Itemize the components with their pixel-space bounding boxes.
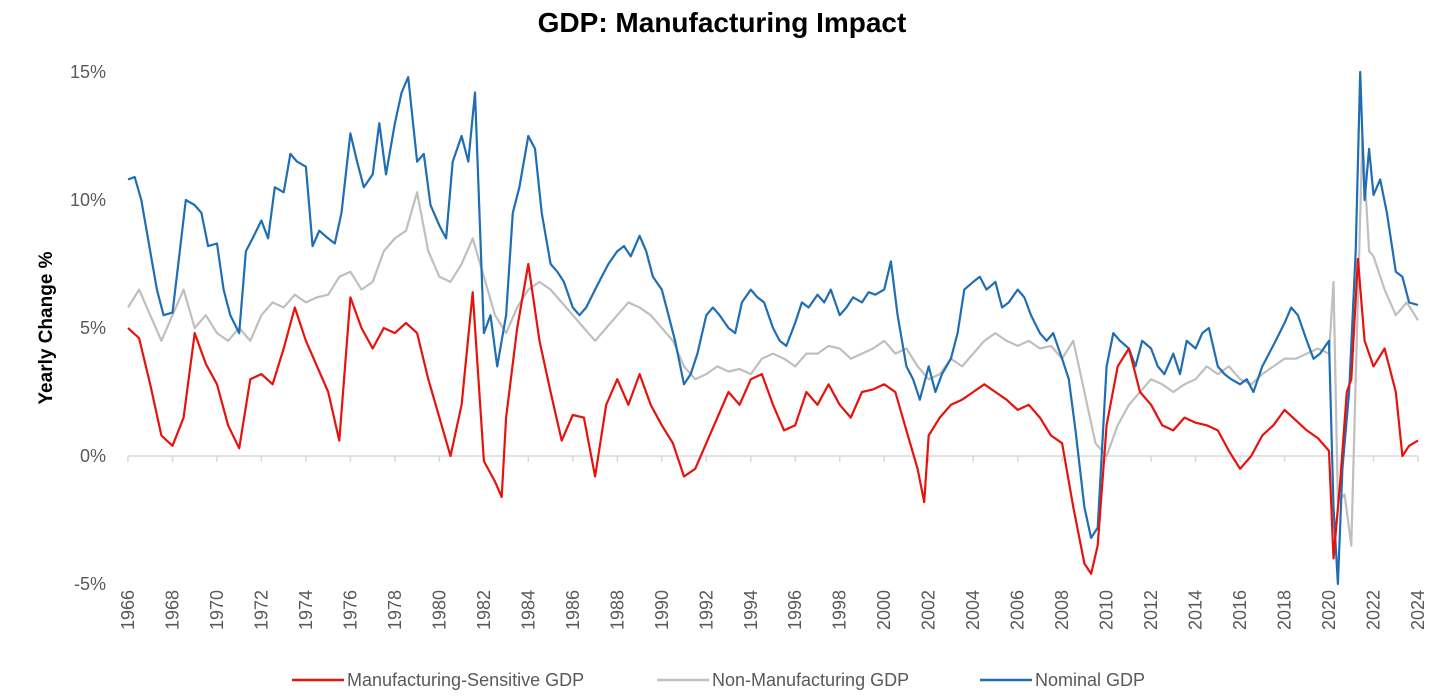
y-axis-ticks: -5% 0% 5% 10% 15%: [70, 62, 106, 594]
x-tick-label: 1972: [251, 590, 271, 630]
x-tick-label: 1980: [429, 590, 449, 630]
x-tick-label: 1992: [696, 590, 716, 630]
x-tick-label: 1984: [518, 590, 538, 630]
x-tick-label: 1994: [741, 590, 761, 630]
x-axis-ticks: 1966 1968 1970 1972 1974 1976 1978 1980 1982 1984…: [118, 456, 1428, 630]
legend-label: Manufacturing-Sensitive GDP: [347, 670, 584, 690]
x-tick-label: 2004: [963, 590, 983, 630]
y-axis-label: Yearly Change %: [36, 251, 57, 404]
legend-label: Nominal GDP: [1035, 670, 1145, 690]
x-tick-label: 2020: [1319, 590, 1339, 630]
series-line-non-manufacturing-gdp: [127, 134, 1419, 547]
x-tick-label: 2024: [1408, 590, 1428, 630]
series-line-manufacturing-sensitive-gdp: [127, 257, 1419, 575]
x-tick-label: 1968: [162, 590, 182, 630]
x-tick-label: 1976: [340, 590, 360, 630]
legend: Manufacturing-Sensitive GDP Non-Manufactu…: [292, 670, 1145, 690]
x-tick-label: 2018: [1275, 590, 1295, 630]
x-tick-label: 2008: [1052, 590, 1072, 630]
x-tick-label: 2002: [919, 590, 939, 630]
x-tick-label: 1966: [118, 590, 138, 630]
x-tick-label: 1986: [563, 590, 583, 630]
x-tick-label: 1996: [785, 590, 805, 630]
legend-label: Non-Manufacturing GDP: [712, 670, 909, 690]
x-tick-label: 1990: [652, 590, 672, 630]
x-tick-label: 2000: [874, 590, 894, 630]
y-tick-label: -5%: [74, 574, 106, 594]
x-tick-label: 2010: [1097, 590, 1117, 630]
plot-area: [127, 70, 1419, 586]
y-tick-label: 10%: [70, 190, 106, 210]
x-tick-label: 1988: [607, 590, 627, 630]
x-tick-label: 1970: [207, 590, 227, 630]
y-tick-label: 5%: [80, 318, 106, 338]
x-tick-label: 1982: [474, 590, 494, 630]
x-tick-label: 1978: [385, 590, 405, 630]
x-tick-label: 2016: [1230, 590, 1250, 630]
series-line-nominal-gdp: [127, 70, 1419, 586]
x-tick-label: 2006: [1008, 590, 1028, 630]
x-tick-label: 2014: [1186, 590, 1206, 630]
x-tick-label: 1998: [830, 590, 850, 630]
x-tick-label: 2022: [1364, 590, 1384, 630]
y-tick-label: 15%: [70, 62, 106, 82]
x-tick-label: 1974: [296, 590, 316, 630]
chart-title: GDP: Manufacturing Impact: [538, 7, 907, 38]
y-tick-label: 0%: [80, 446, 106, 466]
x-tick-label: 2012: [1141, 590, 1161, 630]
